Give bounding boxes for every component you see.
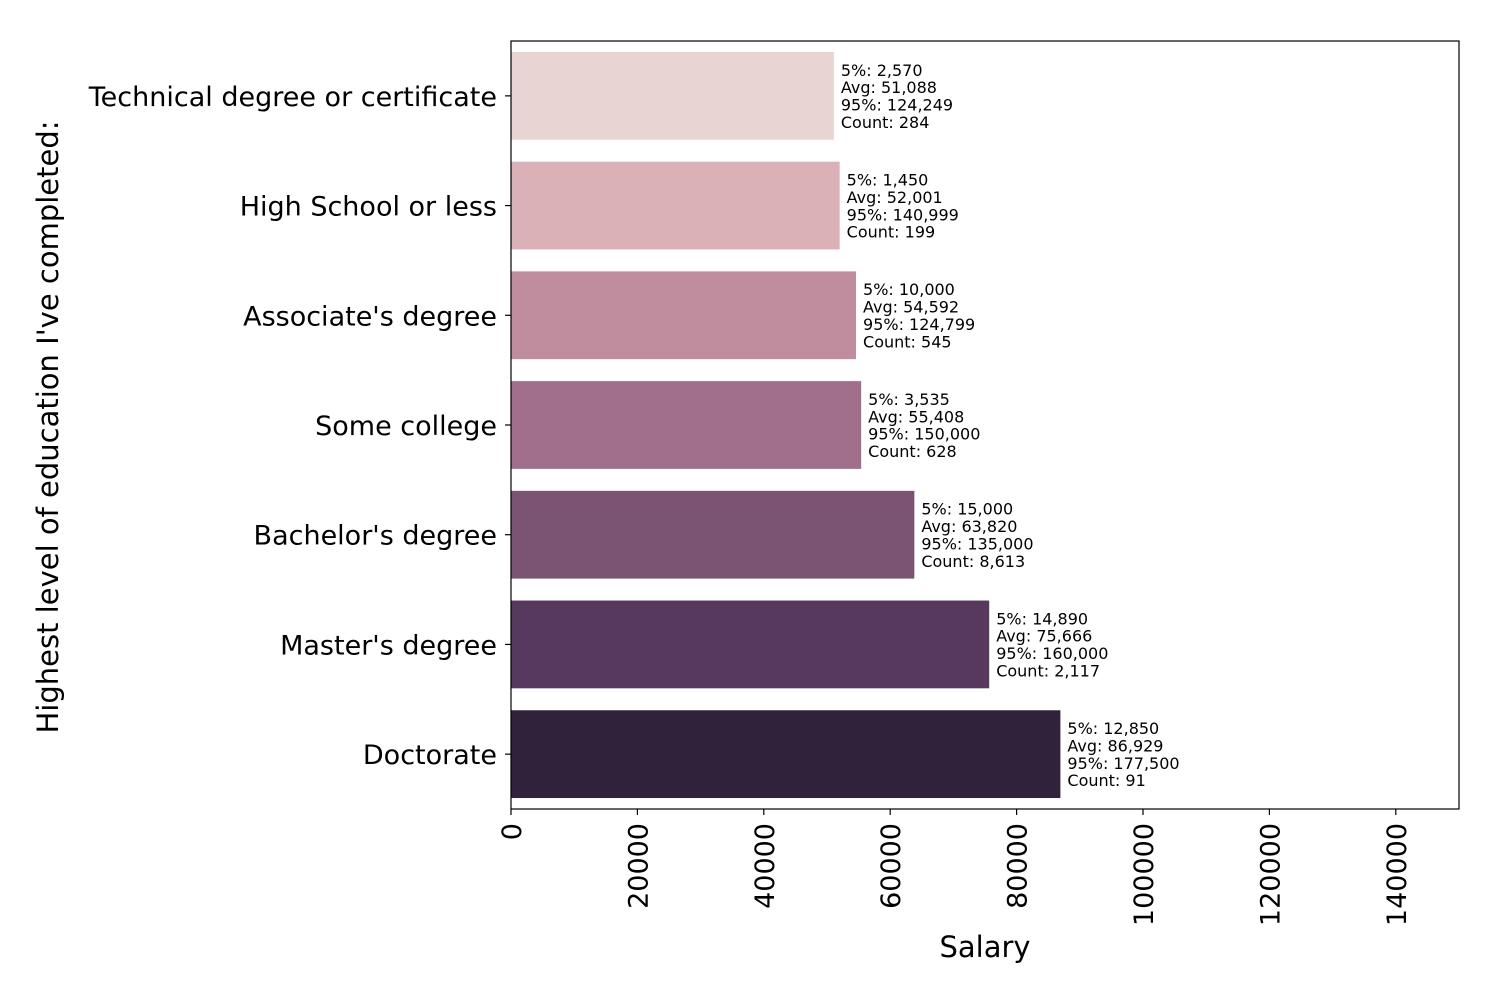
bar-1-annotation-line-2: Avg: 51,088 (841, 78, 937, 97)
bar-5 (511, 490, 915, 579)
y-tick-label-2: High School or less (240, 192, 497, 223)
bar-1 (511, 51, 834, 140)
bar-7-annotation-line-3: 95%: 177,500 (1067, 754, 1179, 773)
y-tick-label-7: Doctorate (363, 740, 497, 771)
bar-3 (511, 271, 857, 360)
bar-6-annotation-line-2: Avg: 75,666 (996, 627, 1092, 646)
bar-3-annotation-line-1: 5%: 10,000 (863, 280, 955, 299)
bar-1-annotation-line-4: Count: 284 (841, 113, 930, 132)
bar-3-annotation-line-4: Count: 545 (863, 332, 952, 351)
bar-7 (511, 710, 1061, 799)
bar-4-annotation-line-2: Avg: 55,408 (868, 407, 964, 426)
bar-7-annotation-line-1: 5%: 12,850 (1067, 719, 1159, 738)
bar-5-annotation-line-4: Count: 8,613 (921, 552, 1025, 571)
y-tick-label-4: Some college (315, 411, 497, 442)
y-tick-label-6: Master's degree (280, 630, 497, 661)
bar-3-annotation-line-3: 95%: 124,799 (863, 315, 975, 334)
x-axis-title: Salary (939, 930, 1030, 964)
plot-frame (510, 40, 1460, 810)
bar-7-annotation-line-2: Avg: 86,929 (1067, 736, 1163, 755)
bar-4-annotation-line-4: Count: 628 (868, 442, 957, 461)
bar-5-annotation-line-3: 95%: 135,000 (921, 534, 1033, 553)
bar-5-annotation-line-2: Avg: 63,820 (921, 517, 1017, 536)
y-tick-label-1: Technical degree or certificate (88, 82, 497, 113)
y-ticks-layer: Technical degree or certificate High Scho… (88, 82, 511, 771)
bar-1-annotation-line-3: 95%: 124,249 (841, 96, 953, 115)
bar-4-annotation-line-1: 5%: 3,535 (868, 390, 950, 409)
bar-1-annotation-line-1: 5%: 2,570 (841, 61, 923, 80)
bar-2-annotation-line-2: Avg: 52,001 (847, 188, 943, 207)
bar-2-annotation-line-4: Count: 199 (847, 223, 936, 242)
bar-5-annotation-line-1: 5%: 15,000 (921, 500, 1013, 519)
x-tick-label-6: 100000 (1129, 823, 1160, 926)
x-tick-label-3: 40000 (750, 823, 781, 909)
x-tick-label-1: 0 (497, 823, 528, 840)
bar-2 (511, 161, 840, 250)
bar-2-annotation-line-1: 5%: 1,450 (847, 170, 929, 189)
bar-6-annotation-line-4: Count: 2,117 (996, 662, 1100, 681)
bar-2-annotation-line-3: 95%: 140,999 (847, 205, 959, 224)
y-tick-label-5: Bachelor's degree (254, 521, 497, 552)
y-tick-label-3: Associate's degree (243, 301, 497, 332)
x-tick-label-2: 20000 (623, 823, 654, 909)
bar-4 (511, 381, 862, 469)
bar-6-annotation-line-1: 5%: 14,890 (996, 609, 1088, 628)
x-ticks-layer: 0 20000 40000 60000 80000 100000 120000 140000 (497, 809, 1413, 926)
bar-6 (511, 600, 990, 689)
bar-7-annotation-line-4: Count: 91 (1067, 771, 1145, 790)
x-tick-label-5: 80000 (1003, 823, 1034, 909)
x-tick-label-7: 120000 (1255, 823, 1286, 926)
x-tick-label-8: 140000 (1382, 823, 1413, 926)
bar-3-annotation-line-2: Avg: 54,592 (863, 298, 959, 317)
bar-4-annotation-line-3: 95%: 150,000 (868, 425, 980, 444)
bars-layer (511, 51, 1061, 799)
y-axis-title: Highest level of education I've complete… (31, 120, 65, 733)
bar-6-annotation-line-3: 95%: 160,000 (996, 644, 1108, 663)
x-tick-label-4: 60000 (876, 823, 907, 909)
